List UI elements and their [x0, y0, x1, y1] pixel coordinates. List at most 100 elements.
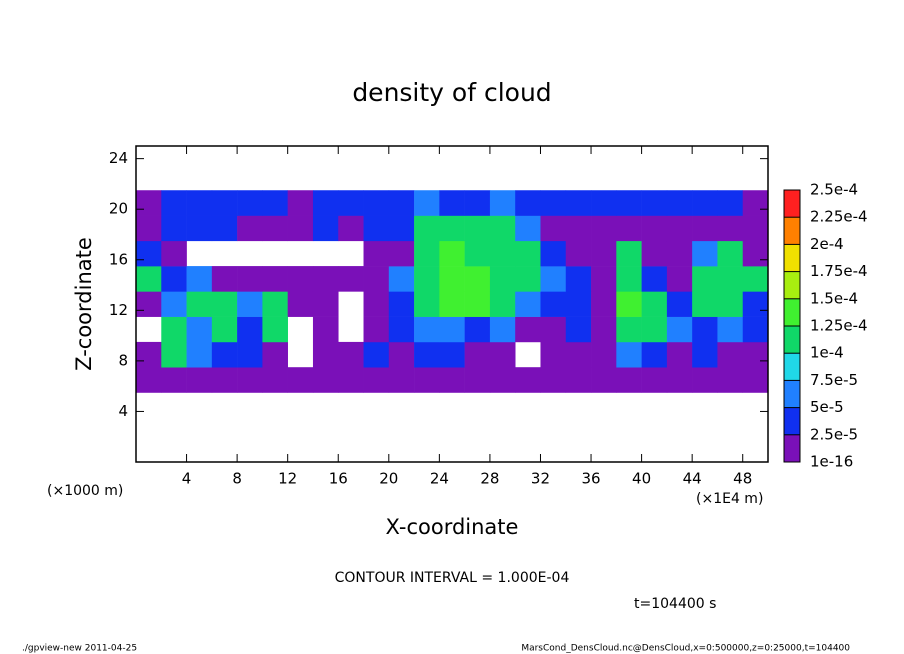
cell — [186, 266, 213, 292]
cell — [692, 190, 718, 216]
colorbar-band — [784, 434, 800, 462]
cell — [262, 291, 288, 317]
cell — [439, 341, 465, 368]
cell — [312, 291, 339, 317]
colorbar-label: 1e-4 — [810, 344, 844, 362]
cell — [414, 266, 440, 292]
cell — [540, 367, 567, 393]
colorbar-band — [784, 217, 800, 245]
cell — [211, 266, 238, 292]
cell — [136, 240, 162, 267]
cell — [641, 215, 668, 242]
cell — [666, 215, 693, 242]
y-tick-label: 8 — [118, 351, 128, 369]
cell — [717, 341, 744, 368]
cell — [161, 266, 187, 292]
cell — [591, 266, 617, 292]
x-tick-label: 24 — [430, 470, 449, 488]
cell — [489, 316, 516, 343]
cell — [211, 215, 238, 242]
cell — [515, 367, 541, 393]
y-tick-label: 24 — [109, 149, 128, 167]
x-tick-label: 8 — [232, 470, 242, 488]
cell — [363, 266, 390, 292]
colorbar-label: 1e-16 — [810, 453, 853, 471]
y-axis-label: Z-coordinate — [72, 237, 96, 371]
colorbar-band — [784, 271, 800, 299]
cell — [666, 367, 693, 393]
x-tick-label: 40 — [632, 470, 651, 488]
cell — [262, 266, 288, 292]
cell — [136, 190, 162, 216]
cell — [540, 316, 567, 343]
cell — [414, 240, 440, 267]
y-unit: (×1000 m) — [47, 483, 123, 499]
cell — [692, 240, 718, 267]
cell — [161, 215, 187, 242]
cell — [161, 190, 187, 216]
cell — [161, 240, 187, 267]
cell — [616, 190, 642, 216]
cell — [616, 266, 642, 292]
cell — [464, 190, 491, 216]
cell — [262, 215, 288, 242]
colorbar-band — [784, 353, 800, 381]
colorbar-label: 1.75e-4 — [810, 262, 868, 280]
cell — [717, 240, 744, 267]
cell — [666, 316, 693, 343]
cell — [287, 215, 314, 242]
cell — [666, 341, 693, 368]
colorbar-label: 7.5e-5 — [810, 371, 858, 389]
cell — [211, 190, 238, 216]
cell — [666, 240, 693, 267]
cell — [414, 316, 440, 343]
y-tick-label: 4 — [118, 402, 128, 420]
x-tick-label: 48 — [733, 470, 752, 488]
cell — [136, 291, 162, 317]
cell — [565, 215, 592, 242]
cell — [312, 215, 339, 242]
cell — [262, 190, 288, 216]
cell — [363, 291, 390, 317]
cell — [211, 341, 238, 368]
cell — [312, 367, 339, 393]
cell — [565, 240, 592, 267]
x-tick-label: 32 — [531, 470, 550, 488]
colorbar-label: 2e-4 — [810, 235, 844, 253]
cell — [641, 291, 668, 317]
cell — [287, 190, 314, 216]
cell — [388, 316, 415, 343]
cell — [439, 190, 465, 216]
contour-note: CONTOUR INTERVAL = 1.000E-04 — [335, 570, 570, 586]
cell — [565, 190, 592, 216]
cell — [591, 240, 617, 267]
cell — [742, 341, 769, 368]
cell — [287, 367, 314, 393]
cell — [540, 190, 567, 216]
cell — [742, 215, 769, 242]
cell — [515, 316, 541, 343]
x-axis-label: X-coordinate — [386, 515, 519, 539]
cell — [742, 190, 769, 216]
x-tick-label: 20 — [379, 470, 398, 488]
cell — [136, 266, 162, 292]
cell — [363, 341, 390, 368]
cell — [439, 316, 465, 343]
cell — [186, 215, 213, 242]
cell — [338, 341, 364, 368]
colorbar-band — [784, 380, 800, 408]
cell — [287, 266, 314, 292]
cell — [565, 266, 592, 292]
cell — [237, 341, 263, 368]
cell — [388, 240, 415, 267]
colorbar-label: 2.5e-5 — [810, 425, 858, 443]
cell — [641, 190, 668, 216]
cell — [237, 190, 263, 216]
cell — [742, 240, 769, 267]
cell — [591, 190, 617, 216]
cell — [338, 190, 364, 216]
cell — [363, 367, 390, 393]
cell — [717, 291, 744, 317]
cell — [591, 215, 617, 242]
